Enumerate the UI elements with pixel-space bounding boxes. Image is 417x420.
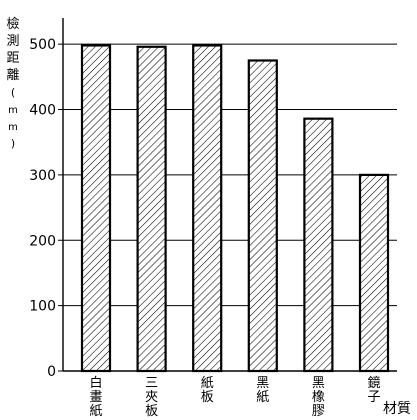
bar-3 xyxy=(192,44,223,373)
x-axis-label-text: 材質 xyxy=(383,401,411,417)
bar-4 xyxy=(247,59,278,373)
y-tick-label-300: 300 xyxy=(29,168,56,184)
x-tick-label-4: 黑紙 xyxy=(256,376,269,405)
x-tick-label-2: 三夾板 xyxy=(145,376,158,419)
y-tick-label-100: 100 xyxy=(29,299,56,315)
x-category-labels: 白畫紙 三夾板 紙板 黑紙 黑橡膠 鏡子 xyxy=(89,375,380,419)
bar-6 xyxy=(358,173,390,373)
bar-1 xyxy=(80,44,112,373)
axes xyxy=(58,18,397,372)
y-tick-label-400: 400 xyxy=(29,103,56,119)
y-axis-label: 檢測距離(m m) xyxy=(6,16,19,150)
y-tick-labels: 0 100 200 300 400 500 xyxy=(29,37,56,380)
y-tick-label-500: 500 xyxy=(29,37,56,53)
x-tick-label-6: 鏡子 xyxy=(367,376,380,405)
y-axis-label-text: 檢測距離(m m) xyxy=(6,16,19,150)
x-axis-label: 材質 xyxy=(383,401,411,417)
y-tick-label-0: 0 xyxy=(47,364,56,380)
grid-lines xyxy=(63,43,397,307)
bar-5 xyxy=(303,117,334,373)
x-tick-label-3: 紙板 xyxy=(201,376,214,405)
bar-2 xyxy=(136,45,167,373)
x-tick-label-5: 黑橡膠 xyxy=(312,376,325,419)
x-tick-label-1: 白畫紙 xyxy=(89,375,102,419)
y-tick-label-200: 200 xyxy=(29,233,56,249)
bars xyxy=(80,44,390,373)
